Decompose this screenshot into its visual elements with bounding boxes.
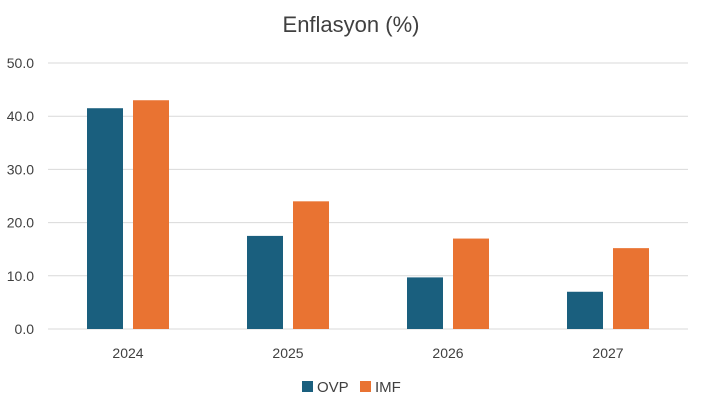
y-tick-label: 0.0 [15, 321, 35, 337]
bar-imf-2025 [293, 201, 329, 329]
chart-title: Enflasyon (%) [283, 12, 420, 37]
x-tick-label: 2027 [592, 345, 623, 361]
y-tick-label: 40.0 [7, 108, 34, 124]
y-axis-ticks: 0.0 10.0 20.0 30.0 40.0 50.0 [7, 55, 34, 337]
bar-ovp-2024 [87, 108, 123, 329]
x-tick-label: 2024 [112, 345, 143, 361]
legend-swatch-ovp [302, 381, 313, 392]
legend-swatch-imf [360, 381, 371, 392]
bar-ovp-2026 [407, 277, 443, 329]
legend-label-ovp: OVP [317, 379, 349, 396]
bar-imf-2024 [133, 100, 169, 330]
x-tick-label: 2026 [432, 345, 463, 361]
y-tick-label: 50.0 [7, 55, 34, 71]
y-tick-label: 30.0 [7, 161, 34, 177]
x-tick-label: 2025 [272, 345, 303, 361]
bar-ovp-2025 [247, 235, 283, 329]
legend: OVP IMF [302, 379, 401, 396]
x-axis-ticks: 2024 2025 2026 2027 [112, 345, 623, 361]
bar-imf-2026 [453, 238, 489, 329]
bar-ovp-2027 [567, 291, 603, 329]
y-tick-label: 10.0 [7, 268, 34, 284]
legend-label-imf: IMF [375, 379, 401, 396]
bars [87, 100, 649, 330]
bar-imf-2027 [613, 248, 649, 329]
y-tick-label: 20.0 [7, 215, 34, 231]
